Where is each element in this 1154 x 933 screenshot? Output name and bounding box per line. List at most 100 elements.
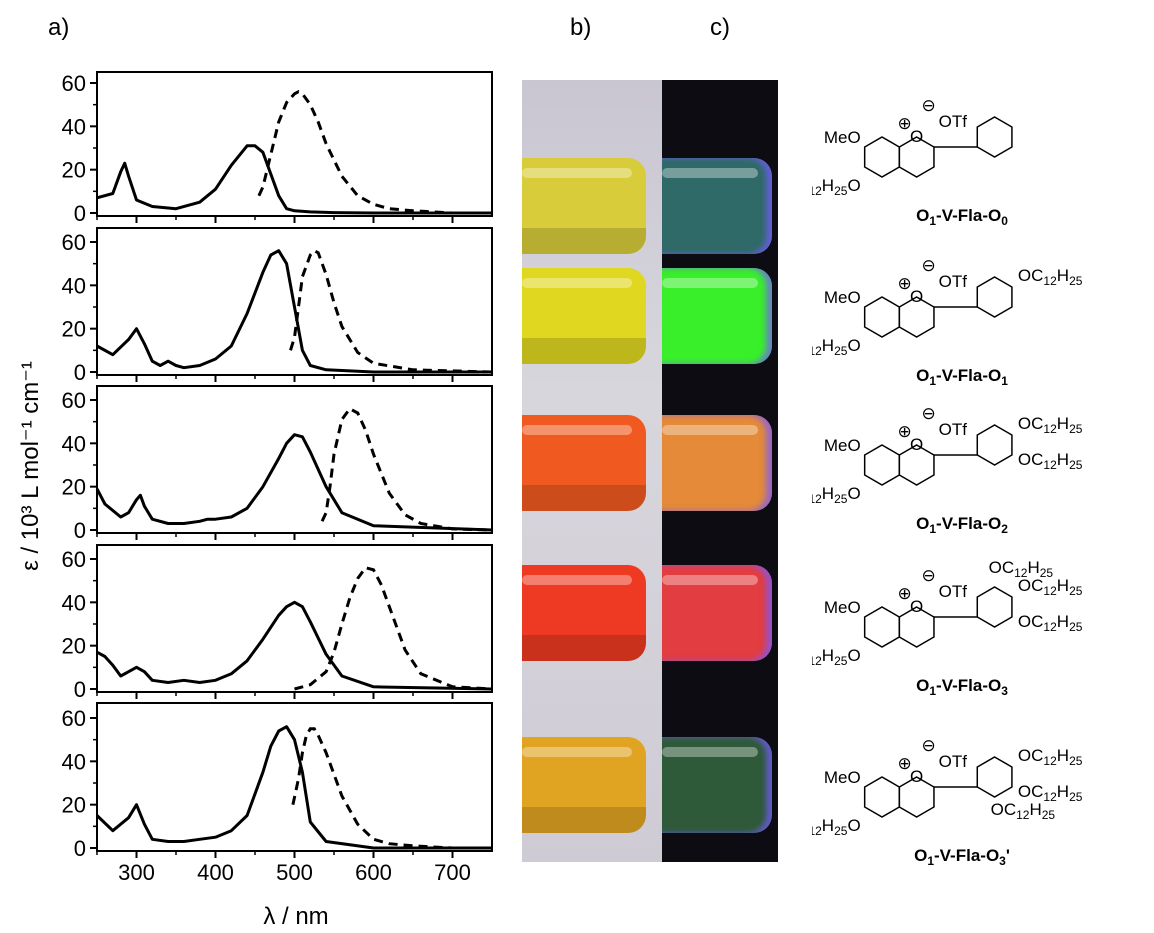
y-tick-label: 0: [74, 677, 86, 702]
y-tick-label: 40: [62, 273, 86, 298]
compound-name: O1-V-Fla-O2: [916, 514, 1008, 536]
methoxy-label: MeO: [824, 436, 861, 455]
y-tick-label: 60: [62, 388, 86, 413]
y-tick-label: 60: [62, 230, 86, 255]
y-tick-label: 40: [62, 431, 86, 456]
vial-highlight: [522, 278, 632, 288]
anion-charge: ⊖: [922, 736, 936, 755]
y-tick-label: 20: [62, 317, 86, 342]
y-tick-label: 0: [74, 518, 86, 543]
vial-daylight-4: [522, 565, 646, 661]
vial-uv-5: [662, 737, 772, 833]
structure-compound-5: OMeOC12H25O⊕⊖OTfOC12H25OC12H25OC12H25O1-…: [812, 736, 1083, 868]
x-tick-label: 600: [355, 860, 392, 885]
vial-highlight: [662, 747, 758, 757]
ring-oxygen: O: [910, 127, 923, 146]
absorption-series: [96, 249, 492, 374]
x-tick-label: 700: [434, 860, 471, 885]
x-tick-label: 300: [118, 860, 155, 885]
ring-oxygen: O: [910, 435, 923, 454]
y-tick-label: 40: [62, 590, 86, 615]
emission-series: [294, 565, 493, 691]
y-tick-label: 60: [62, 706, 86, 731]
substituent-alkoxy: OC12H25: [1018, 450, 1083, 472]
vial-uv-1: [662, 158, 772, 254]
counterion-label: OTf: [939, 752, 968, 771]
compound-name: O1-V-Fla-O3': [914, 846, 1010, 868]
compound-name: O1-V-Fla-O1: [916, 366, 1008, 388]
benzo-ring: [863, 606, 901, 648]
vial-uv-2: [662, 268, 772, 364]
absorption-series: [96, 600, 493, 691]
vial-daylight-3: [522, 415, 646, 511]
vial-highlight: [662, 575, 758, 585]
anion-charge: ⊖: [922, 404, 936, 423]
x-tick-label: 400: [197, 860, 234, 885]
vial-highlight: [522, 747, 632, 757]
counterion-label: OTf: [939, 420, 968, 439]
emission-series: [291, 727, 492, 850]
cation-charge: ⊕: [898, 422, 912, 441]
anion-charge: ⊖: [922, 96, 936, 115]
y-tick-label: 40: [62, 749, 86, 774]
spectrum-panel-5: 0 20 40 60: [62, 702, 493, 861]
anion-charge: ⊖: [922, 256, 936, 275]
methoxy-label: MeO: [824, 598, 861, 617]
y-tick-label: 0: [74, 836, 86, 861]
photo-uv-vials: [662, 80, 778, 862]
spectrum-panel-2: 0 20 40 60: [62, 227, 493, 385]
vial-highlight: [662, 278, 758, 288]
vial-shadow: [522, 635, 646, 661]
spectrum-panel-1: 0 20 40 60: [62, 71, 493, 226]
vial-shadow: [522, 807, 646, 833]
phenyl-ring: [976, 276, 1013, 318]
phenyl-ring: [976, 586, 1013, 628]
vial-highlight: [662, 425, 758, 435]
y-tick-label: 20: [62, 634, 86, 659]
anion-charge: ⊖: [922, 566, 936, 585]
compound-name: O1-V-Fla-O0: [916, 206, 1008, 228]
spectrum-panel-4: 0 20 40 60: [62, 544, 493, 702]
absorption-series: [96, 144, 492, 215]
y-tick-label: 60: [62, 71, 86, 96]
counterion-label: OTf: [939, 272, 968, 291]
substituent-alkoxy: OC12H25: [991, 800, 1056, 822]
y-tick-label: 20: [62, 158, 86, 183]
photo-daylight-vials: [522, 80, 662, 862]
spectrum-panel-3: 0 20 40 60: [62, 385, 493, 543]
cation-charge: ⊕: [898, 584, 912, 603]
substituent-alkoxy: OC12H25: [1018, 266, 1083, 288]
substituent-alkoxy: OC12H25: [1018, 414, 1083, 436]
vial-highlight: [522, 168, 632, 178]
substituent-alkoxy: OC12H25: [989, 558, 1054, 580]
substituent-alkoxy: OC12H25: [1018, 576, 1083, 598]
substituent-alkoxy: OC12H25: [1018, 782, 1083, 804]
y-tick-label: 0: [74, 360, 86, 385]
substituent-alkoxy: OC12H25: [1018, 612, 1083, 634]
emission-series: [320, 406, 493, 532]
ring-oxygen: O: [910, 287, 923, 306]
benzo-ring: [863, 776, 901, 818]
y-tick-label: 20: [62, 793, 86, 818]
vial-highlight: [522, 425, 632, 435]
emission-series: [289, 248, 493, 374]
cation-charge: ⊕: [898, 754, 912, 773]
ring-oxygen: O: [910, 597, 923, 616]
panel-frame: [96, 544, 493, 693]
panel-label-b: b): [570, 14, 592, 41]
benzo-ring: [863, 444, 901, 486]
vial-daylight-1: [522, 158, 646, 254]
ring-oxygen: O: [910, 767, 923, 786]
emission-series: [257, 90, 492, 215]
benzo-ring: [863, 296, 901, 338]
counterion-label: OTf: [939, 582, 968, 601]
vial-uv-3: [662, 415, 772, 511]
substituent-alkoxy: OC12H25: [1018, 746, 1083, 768]
y-axis-title: ε / 10³ L mol⁻¹ cm⁻¹: [17, 361, 44, 571]
